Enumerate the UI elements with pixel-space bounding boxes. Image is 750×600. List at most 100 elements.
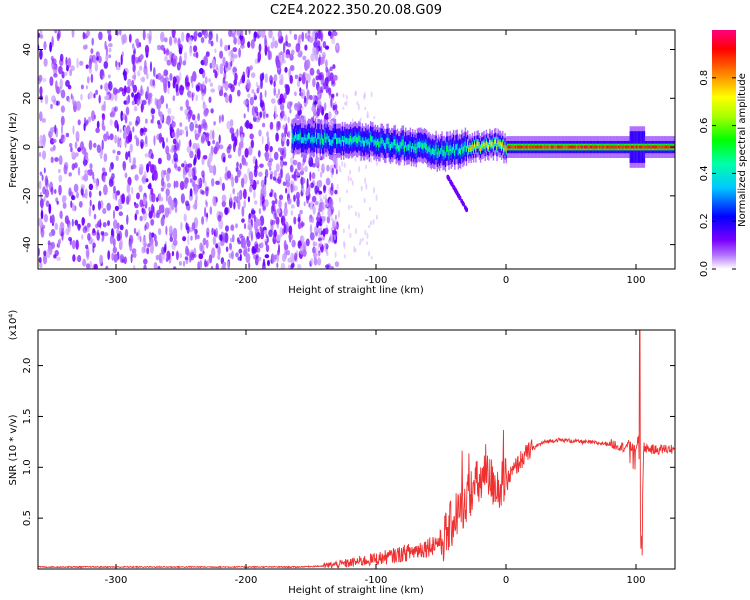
noise-mark xyxy=(75,239,79,250)
noise-mark xyxy=(248,81,251,90)
noise-mark xyxy=(184,51,187,62)
noise-mark xyxy=(101,113,106,121)
noise-mark xyxy=(68,187,72,197)
signal-mark xyxy=(502,142,504,147)
noise-mark xyxy=(139,199,143,208)
noise-mark xyxy=(250,139,254,149)
noise-mark xyxy=(310,53,315,62)
noise-mark xyxy=(217,253,221,261)
signal-mark xyxy=(574,145,576,149)
signal-mark xyxy=(605,145,607,149)
noise-mark xyxy=(251,89,255,94)
noise-mark xyxy=(331,230,335,235)
y-tick-label: 2.0 xyxy=(22,358,33,374)
noise-mark xyxy=(304,165,308,173)
noise-mark xyxy=(144,44,150,55)
noise-mark xyxy=(254,200,258,205)
noise-mark xyxy=(243,188,247,200)
noise-mark xyxy=(320,239,322,246)
noise-mark xyxy=(188,113,191,123)
noise-mark xyxy=(193,158,196,166)
noise-mark xyxy=(194,30,198,38)
noise-mark xyxy=(98,94,101,104)
signal-mark xyxy=(621,145,623,149)
spectrogram-frame xyxy=(37,29,676,270)
signal-mark xyxy=(345,138,347,145)
x-tick-label: -300 xyxy=(105,575,128,586)
signal-mark xyxy=(555,145,558,149)
signal-mark xyxy=(588,145,591,149)
noise-mark xyxy=(208,78,211,83)
signal-mark xyxy=(346,137,348,144)
noise-mark xyxy=(156,44,162,51)
noise-mark xyxy=(96,56,99,61)
signal-mark xyxy=(441,145,443,152)
noise-mark xyxy=(279,103,285,111)
noise-mark xyxy=(221,182,225,191)
noise-mark xyxy=(103,153,108,163)
noise-mark xyxy=(285,250,291,256)
noise-mark xyxy=(75,152,79,158)
noise-mark xyxy=(326,164,330,172)
noise-mark xyxy=(212,129,215,140)
noise-mark xyxy=(197,128,201,138)
noise-mark xyxy=(170,115,175,120)
signal-mark xyxy=(394,139,396,146)
noise-mark xyxy=(202,237,207,246)
noise-mark xyxy=(96,232,100,241)
snr-plot-area xyxy=(38,330,675,569)
signal-mark xyxy=(472,147,475,152)
noise-mark xyxy=(76,137,80,142)
noise-mark xyxy=(217,245,221,256)
noise-mark xyxy=(234,136,237,148)
noise-mark xyxy=(335,168,338,175)
signal-mark xyxy=(484,145,486,150)
noise-mark xyxy=(115,60,118,68)
noise-mark xyxy=(328,111,332,120)
noise-mark xyxy=(240,30,244,36)
signal-mark xyxy=(499,141,502,147)
noise-mark xyxy=(312,240,316,248)
noise-mark xyxy=(218,89,224,97)
noise-mark xyxy=(146,86,150,95)
signal-mark xyxy=(354,135,357,142)
noise-mark xyxy=(209,82,213,87)
noise-mark xyxy=(184,76,189,88)
noise-mark xyxy=(283,206,288,217)
signal-mark xyxy=(591,145,593,149)
x-tick-label: 0 xyxy=(503,275,509,286)
signal-mark xyxy=(632,145,634,149)
noise-mark xyxy=(228,242,232,250)
y-tick-label: -40 xyxy=(22,236,33,252)
noise-mark xyxy=(114,107,117,112)
noise-mark xyxy=(225,225,229,232)
noise-mark xyxy=(38,74,43,82)
noise-mark xyxy=(216,33,219,43)
noise-mark xyxy=(186,145,192,153)
noise-mark xyxy=(112,191,116,200)
noise-mark xyxy=(262,258,266,267)
signal-mark xyxy=(656,145,658,149)
signal-mark xyxy=(307,132,310,139)
noise-mark xyxy=(90,73,94,83)
noise-mark xyxy=(65,56,68,66)
noise-mark xyxy=(260,229,263,240)
noise-mark xyxy=(184,256,189,261)
noise-mark xyxy=(302,249,307,257)
noise-mark xyxy=(150,108,156,115)
noise-mark xyxy=(313,252,318,258)
signal-mark xyxy=(415,147,417,154)
signal-mark xyxy=(312,137,314,144)
noise-mark xyxy=(74,205,77,212)
noise-mark xyxy=(305,238,310,247)
signal-mark xyxy=(572,145,574,149)
noise-mark xyxy=(257,256,262,262)
noise-mark xyxy=(267,136,270,144)
noise-mark xyxy=(185,114,189,120)
noise-mark xyxy=(58,174,63,183)
signal-mark xyxy=(424,142,427,149)
signal-mark xyxy=(319,138,321,145)
noise-mark xyxy=(241,154,245,163)
signal-mark xyxy=(434,149,436,156)
